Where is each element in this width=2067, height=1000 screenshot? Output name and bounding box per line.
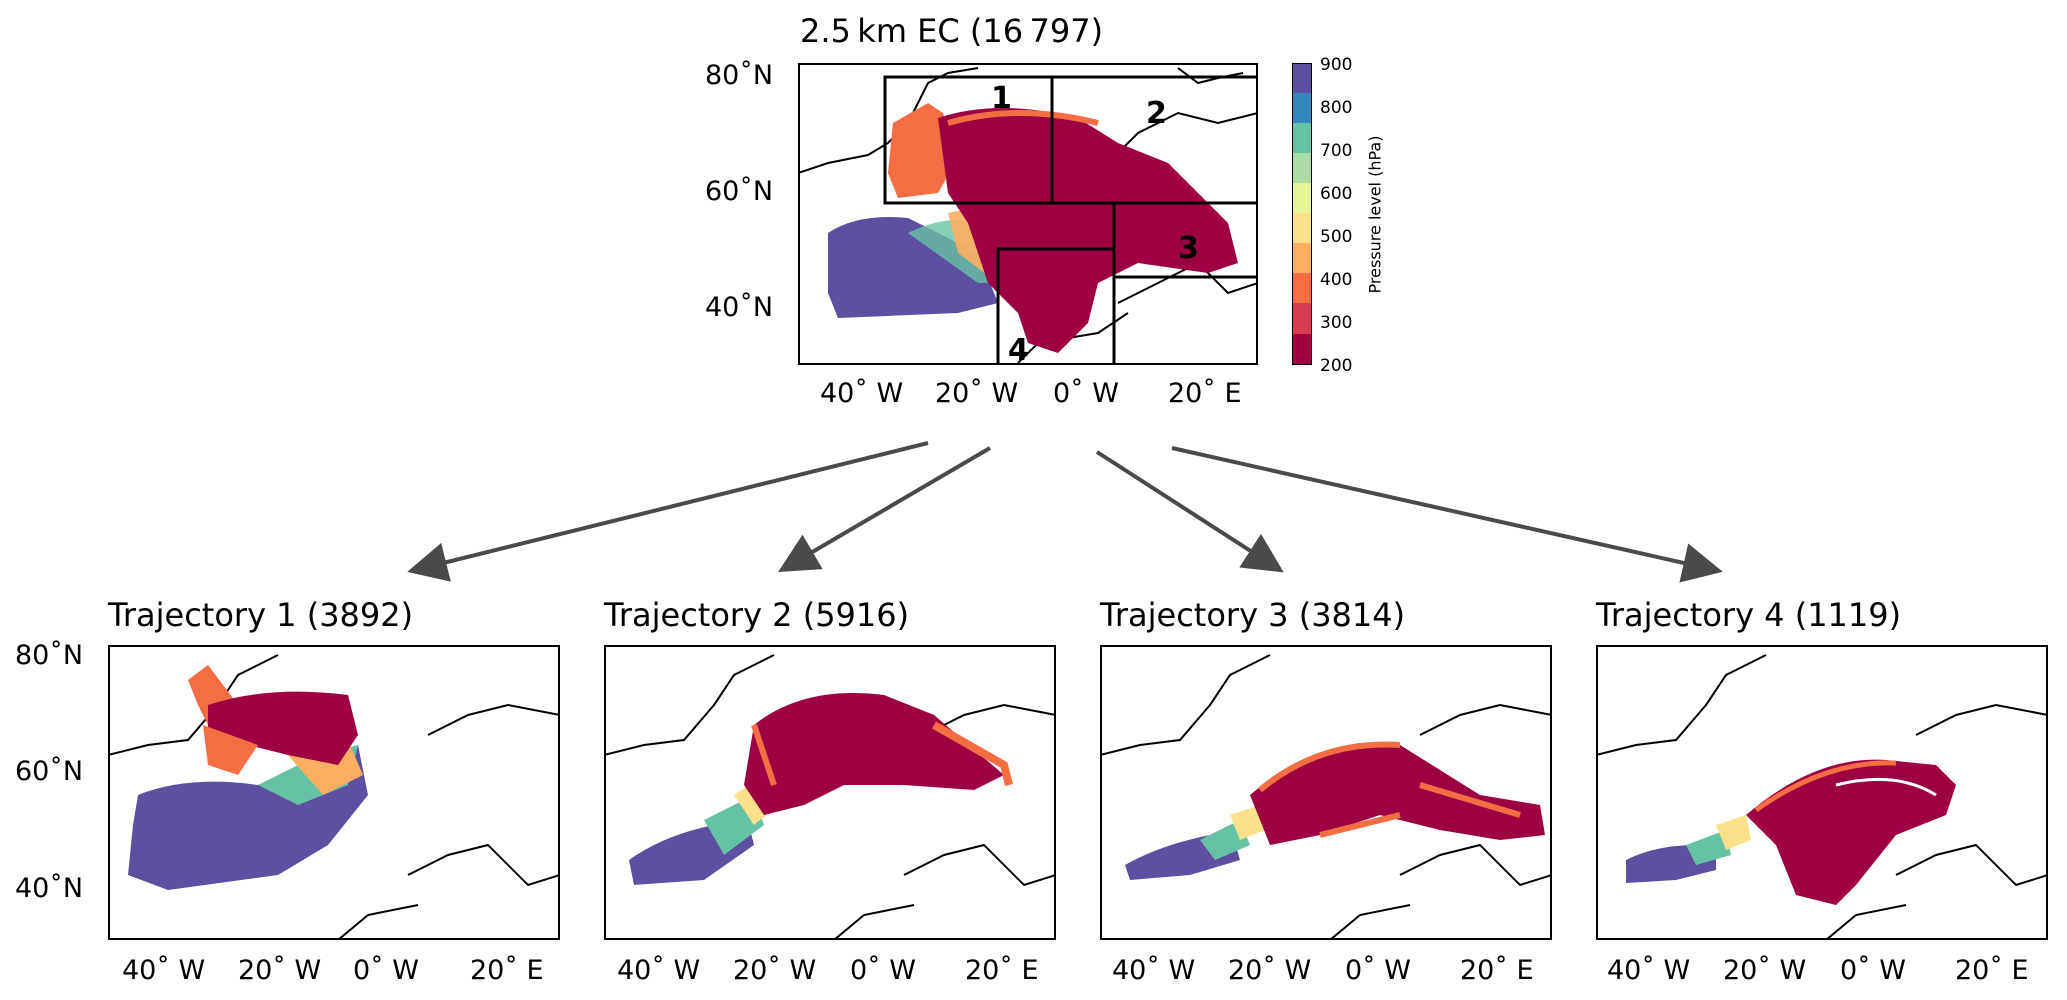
lon-label: 40˚ W xyxy=(1112,955,1196,986)
lon-label: 40˚ W xyxy=(1607,955,1691,986)
lon-label: 0˚ W xyxy=(1840,955,1906,986)
region-label-4: 4 xyxy=(1008,333,1029,365)
region-label-3: 3 xyxy=(1178,231,1199,266)
lon-label: 20˚ W xyxy=(238,955,322,986)
panel-title-2: Trajectory 2 (5916) xyxy=(604,596,910,634)
lon-label: 20˚ W xyxy=(1723,955,1807,986)
trajectory-upper xyxy=(938,108,1238,353)
colorbar-tick: 300 xyxy=(1320,313,1353,333)
main-lat-label: 60˚N xyxy=(705,176,774,207)
lon-label: 0˚ W xyxy=(353,955,419,986)
region-label-2: 2 xyxy=(1146,96,1167,131)
arrow-2 xyxy=(778,446,992,573)
trajectory-map-2 xyxy=(604,645,1056,940)
panel-title-3: Trajectory 3 (3814) xyxy=(1100,596,1406,634)
lon-label: 20˚ E xyxy=(1460,955,1534,986)
colorbar-tick: 900 xyxy=(1320,55,1353,75)
arrow-3 xyxy=(1095,450,1284,573)
main-map-title: 2.5 km EC (16 797) xyxy=(800,12,1104,50)
main-lat-label: 80˚N xyxy=(705,60,774,91)
main-map: 1 2 3 4 xyxy=(798,63,1258,365)
lon-label: 20˚ W xyxy=(733,955,817,986)
lat-label: 60˚N xyxy=(15,756,84,787)
colorbar-tick: 500 xyxy=(1320,227,1353,247)
region-box-4 xyxy=(996,247,1116,365)
main-lon-label: 20˚ W xyxy=(935,378,1019,409)
lon-label: 40˚ W xyxy=(122,955,206,986)
main-lat-label: 40˚N xyxy=(705,292,774,323)
colorbar-tick: 700 xyxy=(1320,141,1353,161)
colorbar-tick: 800 xyxy=(1320,98,1353,118)
lon-label: 20˚ E xyxy=(965,955,1039,986)
lon-label: 0˚ W xyxy=(1345,955,1411,986)
region-label-1: 1 xyxy=(991,81,1012,116)
panel-title-1: Trajectory 1 (3892) xyxy=(108,596,414,634)
main-lon-label: 20˚ E xyxy=(1168,378,1242,409)
main-lon-label: 40˚ W xyxy=(820,378,904,409)
lat-label: 40˚N xyxy=(15,873,84,904)
panel-title-4: Trajectory 4 (1119) xyxy=(1596,596,1902,634)
trajectory-map-3 xyxy=(1100,645,1552,940)
trajectory-upper xyxy=(947,110,1099,126)
arrow-4 xyxy=(1171,446,1723,583)
colorbar-tick: 400 xyxy=(1320,270,1353,290)
colorbar-tick: 200 xyxy=(1320,356,1353,376)
arrow-1 xyxy=(407,441,929,582)
lat-label: 80˚N xyxy=(15,640,84,671)
colorbar xyxy=(1292,63,1312,365)
trajectory-map-4 xyxy=(1596,645,2048,940)
lon-label: 0˚ W xyxy=(850,955,916,986)
trajectory-map-1 xyxy=(108,645,560,940)
lon-label: 20˚ W xyxy=(1228,955,1312,986)
lon-label: 40˚ W xyxy=(617,955,701,986)
region-box-3 xyxy=(1112,201,1258,279)
lon-label: 20˚ E xyxy=(470,955,544,986)
colorbar-tick: 600 xyxy=(1320,184,1353,204)
lon-label: 20˚ E xyxy=(1955,955,2029,986)
main-lon-label: 0˚ W xyxy=(1053,378,1119,409)
